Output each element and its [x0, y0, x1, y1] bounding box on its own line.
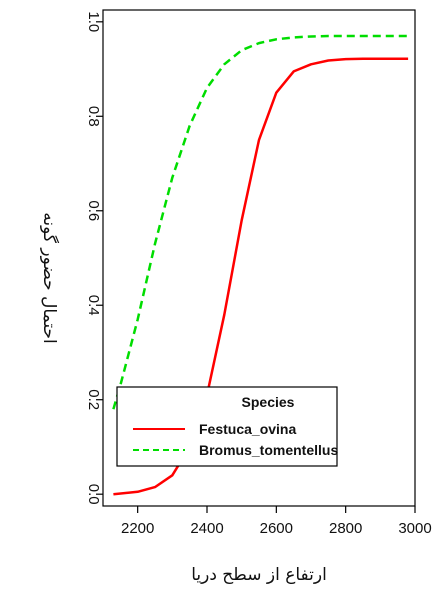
x-tick-label: 2800: [329, 520, 362, 537]
legend-box: [116, 386, 338, 467]
y-tick-label: 0.4: [85, 295, 102, 316]
y-tick-label: 0.2: [85, 389, 102, 410]
x-axis-title: ارتفاع از سطح دریا: [191, 565, 327, 585]
legend-title: Species: [242, 394, 295, 410]
legend: Species Festuca_ovina Bromus_tomentellus: [116, 386, 338, 467]
legend-entry-2: Bromus_tomentellus: [199, 442, 338, 458]
x-tick-label: 2400: [190, 520, 223, 537]
x-tick-label: 2600: [260, 520, 293, 537]
y-axis-title: احتمال حضور گونه: [39, 212, 60, 344]
y-tick-label: 0.6: [85, 200, 102, 221]
plot-frame: [102, 9, 416, 507]
x-tick-label: 2200: [121, 520, 154, 537]
legend-entry-1: Festuca_ovina: [199, 421, 296, 437]
y-tick-label: 0.0: [85, 484, 102, 505]
y-tick-label: 1.0: [85, 11, 102, 32]
y-tick-label: 0.8: [85, 106, 102, 127]
x-tick-label: 3000: [398, 520, 431, 537]
series-line-1: [113, 57, 409, 496]
series-line-2: [112, 34, 409, 410]
